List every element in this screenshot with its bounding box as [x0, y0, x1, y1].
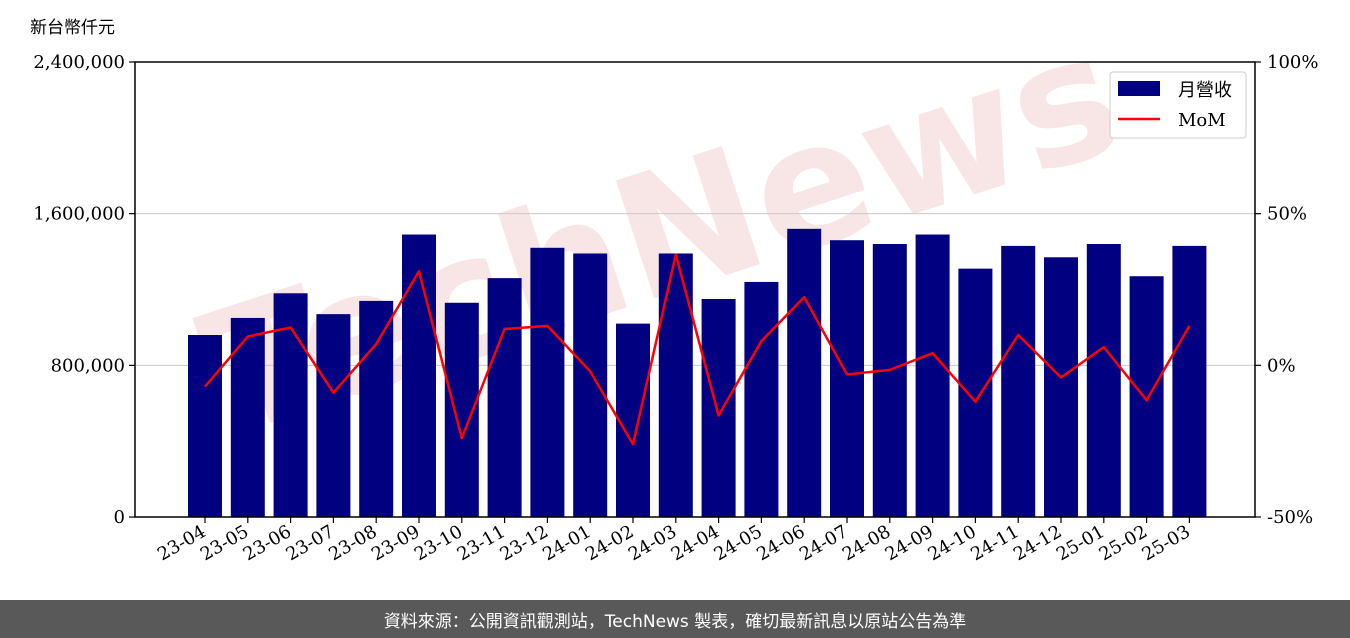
bar — [188, 335, 222, 517]
legend: 月營收 MoM — [1109, 71, 1247, 139]
x-tick-label: 24-04 — [668, 521, 723, 565]
x-tick-label: 24-08 — [839, 521, 894, 565]
x-tick-label: 23-10 — [411, 521, 466, 565]
x-tick-label: 23-08 — [325, 521, 380, 565]
source-footer: 資料來源：公開資訊觀測站，TechNews 製表，確切最新訊息以原站公告為準 — [0, 600, 1350, 638]
bar — [616, 323, 650, 517]
right-tick-label: -50% — [1267, 507, 1313, 528]
mom-line — [204, 253, 1191, 446]
y-axis-label: 新台幣仟元 — [30, 18, 115, 38]
bar — [787, 228, 822, 518]
bar — [1044, 257, 1078, 517]
x-tick-label: 24-12 — [1010, 521, 1065, 565]
left-tick-label: 2,400,000 — [33, 52, 125, 73]
right-tick-label: 100% — [1267, 52, 1318, 73]
right-tick-label: 50% — [1267, 204, 1307, 225]
x-tick-label: 24-11 — [967, 521, 1022, 565]
bar — [402, 234, 436, 518]
mom-series-line — [204, 253, 1191, 446]
bar — [573, 253, 608, 517]
left-tick-label: 1,600,000 — [33, 204, 125, 225]
bar — [830, 240, 864, 518]
x-tick-label: 23-11 — [454, 521, 509, 565]
bar — [701, 298, 736, 517]
plot-frame — [134, 61, 1256, 518]
bar — [1086, 244, 1121, 517]
bar — [915, 234, 950, 518]
x-tick-label: 23-06 — [240, 521, 295, 565]
bar — [230, 317, 265, 517]
x-tick-label: 24-07 — [796, 521, 851, 565]
bar — [872, 244, 907, 517]
x-tick-label: 24-09 — [882, 521, 937, 565]
x-tick-label: 23-05 — [197, 521, 252, 565]
x-tick-label: 23-04 — [154, 521, 209, 565]
revenue-chart: TechNews 新台幣仟元 0800,0001,600,0002,400,00… — [30, 0, 1318, 565]
left-axis-ticks: 0 800,000 1,600,000 2,400,000 — [33, 52, 135, 528]
bar — [1129, 276, 1164, 517]
bar — [744, 281, 779, 517]
legend-swatch-bar — [1118, 81, 1160, 96]
x-tick-label: 24-05 — [710, 521, 765, 565]
x-tick-label: 24-02 — [582, 521, 637, 565]
right-axis-ticks: -50% 0% 50% 100% — [1255, 52, 1318, 528]
bar — [958, 268, 993, 517]
bar — [316, 314, 351, 517]
x-tick-label: 24-01 — [539, 521, 594, 565]
x-tick-label: 24-10 — [924, 521, 979, 565]
left-tick-label: 800,000 — [51, 355, 125, 376]
x-axis-ticks: 23-0423-0523-0623-0723-0823-0923-1023-11… — [154, 517, 1194, 565]
x-tick-label: 25-03 — [1138, 521, 1193, 565]
x-tick-label: 23-12 — [496, 521, 551, 565]
bar — [359, 300, 394, 517]
left-tick-label: 0 — [114, 507, 125, 528]
x-tick-label: 23-09 — [368, 521, 423, 565]
bar — [1172, 245, 1207, 518]
x-tick-label: 23-07 — [282, 521, 337, 565]
x-tick-label: 24-06 — [753, 521, 808, 565]
x-tick-label: 25-02 — [1096, 521, 1151, 565]
bar — [658, 253, 693, 517]
x-tick-label: 24-03 — [625, 521, 680, 565]
bar — [487, 278, 522, 517]
right-tick-label: 0% — [1267, 355, 1296, 376]
x-tick-label: 25-01 — [1053, 521, 1108, 565]
footer-text: 資料來源：公開資訊觀測站，TechNews 製表，確切最新訊息以原站公告為準 — [383, 611, 967, 632]
bar — [530, 247, 565, 517]
legend-label-mom: MoM — [1178, 110, 1226, 131]
bar — [1001, 245, 1036, 518]
legend-label-revenue: 月營收 — [1178, 80, 1232, 101]
